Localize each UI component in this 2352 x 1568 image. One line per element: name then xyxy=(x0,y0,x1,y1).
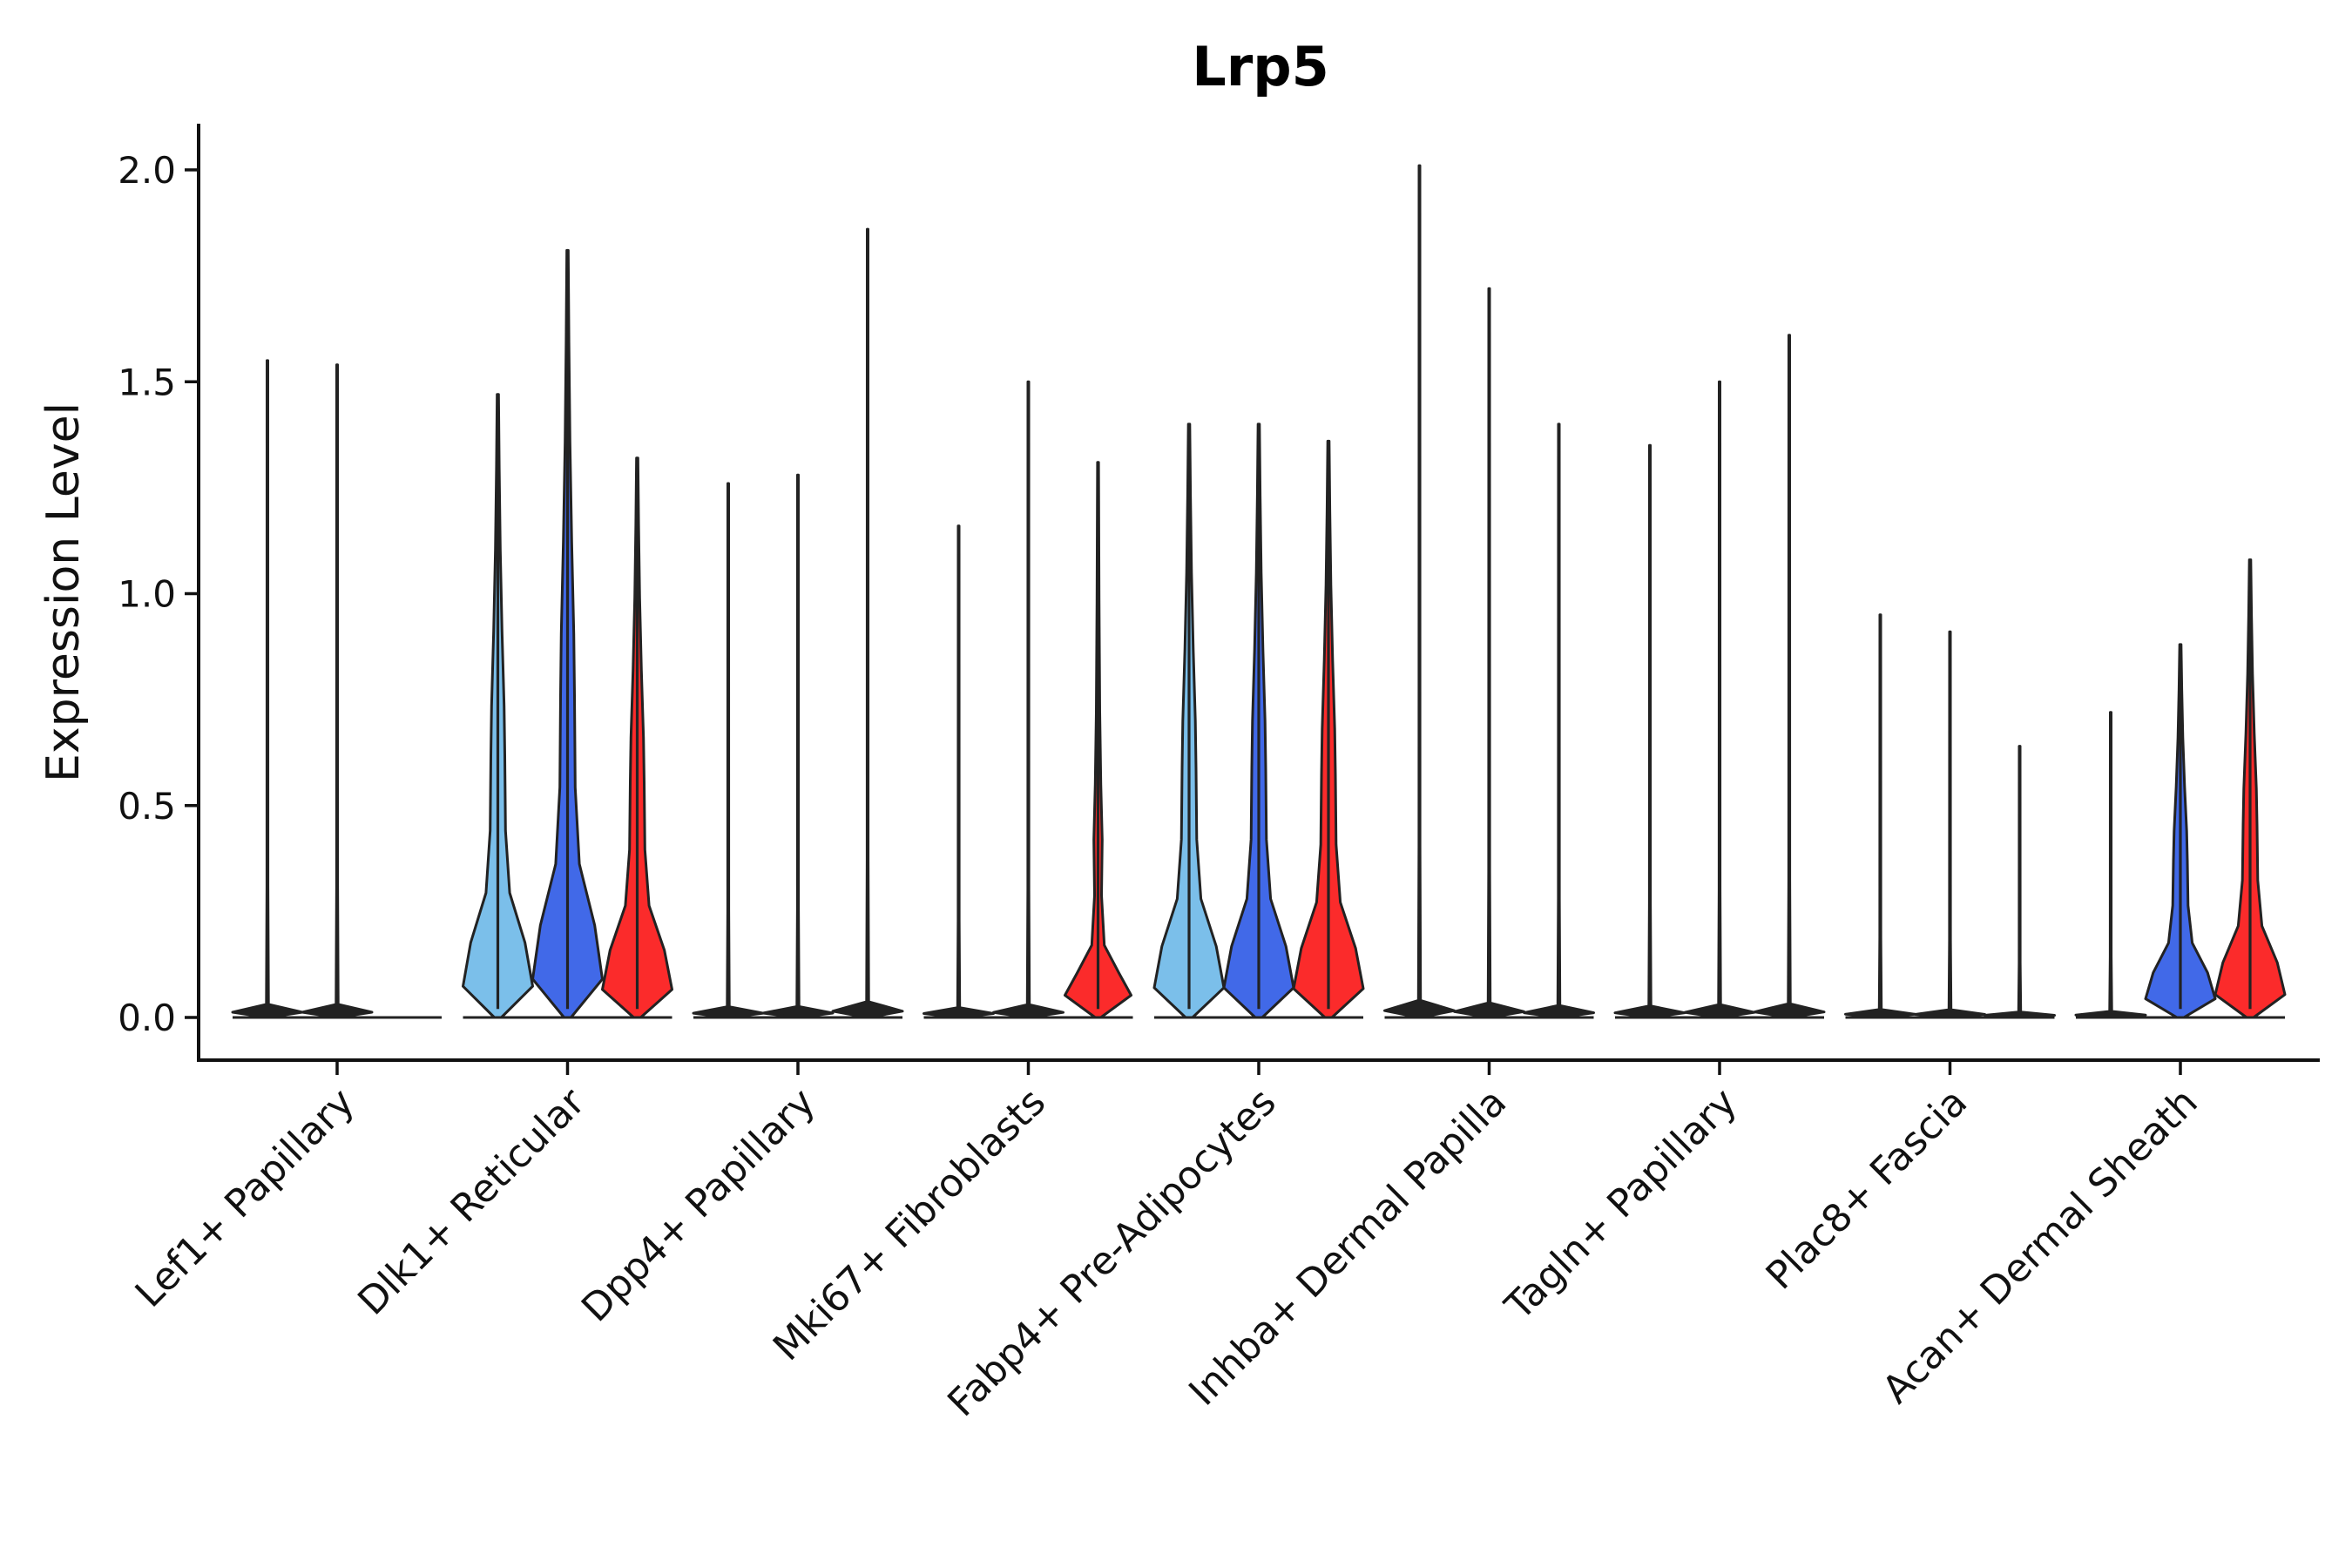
y-tick-label: 0.0 xyxy=(118,997,176,1039)
y-ticks: 0.0 0.5 1.0 1.5 2.0 xyxy=(118,149,199,1039)
x-tick-label: Dlk1+ Reticular xyxy=(349,1079,594,1324)
x-tick-label: Plac8+ Fascia xyxy=(1758,1080,1977,1299)
x-tick-label: Lef1+ Papillary xyxy=(127,1080,363,1316)
y-tick-label: 2.0 xyxy=(118,149,176,192)
x-tick-label: Dpp4+ Papillary xyxy=(573,1080,824,1331)
y-tick-label: 1.5 xyxy=(118,361,176,403)
violins xyxy=(231,164,2287,1019)
chart-title: Lrp5 xyxy=(1192,35,1329,98)
y-tick-label: 0.5 xyxy=(118,785,176,828)
y-axis-label: Expression Level xyxy=(37,402,90,782)
y-tick-label: 1.0 xyxy=(118,573,176,616)
x-tick-label: Tagln+ Papillary xyxy=(1497,1080,1746,1329)
